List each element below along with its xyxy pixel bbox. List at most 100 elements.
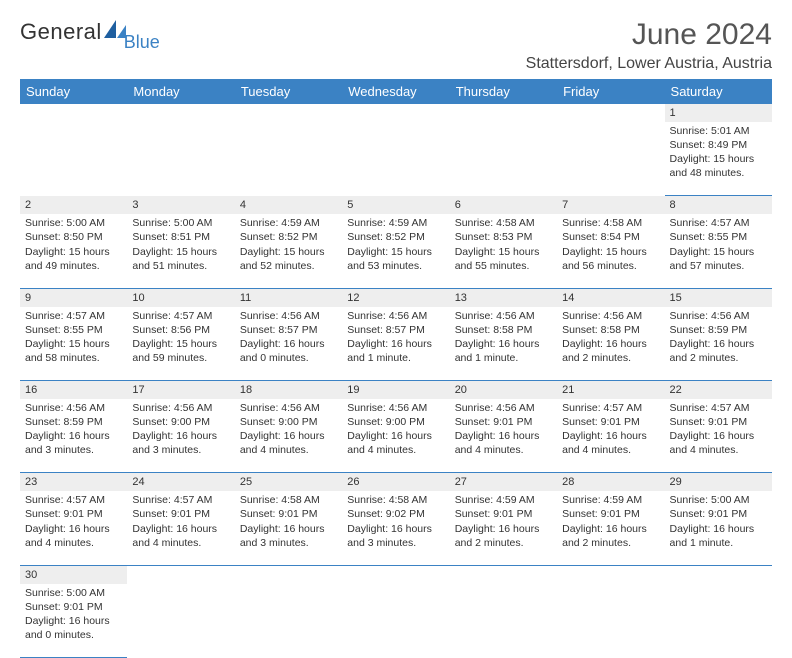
day-number: 15	[665, 288, 772, 306]
day-cell: Sunrise: 4:59 AMSunset: 9:01 PMDaylight:…	[557, 491, 664, 565]
daylight-text: Daylight: 16 hours and 4 minutes.	[455, 429, 552, 457]
sunrise-text: Sunrise: 4:59 AM	[240, 216, 337, 230]
sunrise-text: Sunrise: 4:59 AM	[562, 493, 659, 507]
sunset-text: Sunset: 8:56 PM	[132, 323, 229, 337]
sunrise-text: Sunrise: 4:58 AM	[240, 493, 337, 507]
daylight-text: Daylight: 15 hours and 55 minutes.	[455, 245, 552, 273]
sunset-text: Sunset: 8:52 PM	[347, 230, 444, 244]
day-cell: Sunrise: 4:59 AMSunset: 8:52 PMDaylight:…	[235, 214, 342, 288]
day-number: 22	[665, 381, 772, 399]
day-number	[127, 104, 234, 122]
month-title: June 2024	[526, 18, 772, 52]
sunset-text: Sunset: 8:53 PM	[455, 230, 552, 244]
daylight-text: Daylight: 16 hours and 1 minute.	[455, 337, 552, 365]
sunrise-text: Sunrise: 4:57 AM	[670, 216, 767, 230]
day-cell: Sunrise: 4:56 AMSunset: 8:58 PMDaylight:…	[450, 307, 557, 381]
day-number: 29	[665, 473, 772, 491]
day-number	[342, 565, 449, 583]
logo-text-blue: Blue	[124, 32, 160, 53]
day-cell: Sunrise: 4:56 AMSunset: 9:00 PMDaylight:…	[127, 399, 234, 473]
logo: General Blue	[20, 18, 166, 46]
daylight-text: Daylight: 16 hours and 1 minute.	[670, 522, 767, 550]
day-cell: Sunrise: 4:57 AMSunset: 8:55 PMDaylight:…	[665, 214, 772, 288]
sunset-text: Sunset: 8:52 PM	[240, 230, 337, 244]
day-cell	[235, 122, 342, 196]
sunset-text: Sunset: 8:49 PM	[670, 138, 767, 152]
sunrise-text: Sunrise: 4:57 AM	[25, 493, 122, 507]
sunset-text: Sunset: 8:50 PM	[25, 230, 122, 244]
day-header: Thursday	[450, 79, 557, 104]
sunset-text: Sunset: 9:00 PM	[240, 415, 337, 429]
day-info-row: Sunrise: 4:57 AM Sunset: 8:55 PM Daylight:…	[20, 307, 772, 381]
day-cell: Sunrise: 4:57 AMSunset: 9:01 PMDaylight:…	[127, 491, 234, 565]
sunrise-text: Sunrise: 5:00 AM	[25, 216, 122, 230]
daylight-text: Daylight: 15 hours and 56 minutes.	[562, 245, 659, 273]
sunset-text: Sunset: 8:55 PM	[670, 230, 767, 244]
sunrise-text: Sunrise: 4:56 AM	[240, 309, 337, 323]
day-number: 21	[557, 381, 664, 399]
title-block: June 2024 Stattersdorf, Lower Austria, A…	[526, 18, 772, 73]
day-number	[665, 565, 772, 583]
day-number: 27	[450, 473, 557, 491]
sunrise-text: Sunrise: 4:58 AM	[347, 493, 444, 507]
day-number	[557, 565, 664, 583]
sunset-text: Sunset: 9:01 PM	[562, 415, 659, 429]
sunset-text: Sunset: 9:01 PM	[562, 507, 659, 521]
sunrise-text: Sunrise: 4:58 AM	[455, 216, 552, 230]
sunset-text: Sunset: 9:00 PM	[347, 415, 444, 429]
day-number: 18	[235, 381, 342, 399]
day-number: 10	[127, 288, 234, 306]
daynum-row: 30	[20, 565, 772, 583]
day-number: 14	[557, 288, 664, 306]
sunrise-text: Sunrise: 5:00 AM	[25, 586, 122, 600]
day-number: 6	[450, 196, 557, 214]
day-number	[450, 565, 557, 583]
day-cell	[450, 122, 557, 196]
day-cell: Sunrise: 4:57 AMSunset: 9:01 PMDaylight:…	[20, 491, 127, 565]
daylight-text: Daylight: 16 hours and 0 minutes.	[240, 337, 337, 365]
logo-text-general: General	[20, 19, 102, 45]
sunset-text: Sunset: 8:54 PM	[562, 230, 659, 244]
daylight-text: Daylight: 15 hours and 59 minutes.	[132, 337, 229, 365]
sunset-text: Sunset: 8:55 PM	[25, 323, 122, 337]
daylight-text: Daylight: 16 hours and 2 minutes.	[455, 522, 552, 550]
day-cell: Sunrise: 4:57 AMSunset: 9:01 PMDaylight:…	[557, 399, 664, 473]
day-info-row: Sunrise: 5:00 AMSunset: 8:50 PMDaylight:…	[20, 214, 772, 288]
day-cell	[342, 122, 449, 196]
daynum-row: 1	[20, 104, 772, 122]
day-info-row: Sunrise: 5:01 AMSunset: 8:49 PMDaylight:…	[20, 122, 772, 196]
day-cell: Sunrise: 4:56 AMSunset: 9:01 PMDaylight:…	[450, 399, 557, 473]
day-cell: Sunrise: 4:56 AMSunset: 8:58 PMDaylight:…	[557, 307, 664, 381]
day-header: Monday	[127, 79, 234, 104]
day-number	[557, 104, 664, 122]
day-number: 26	[342, 473, 449, 491]
sunset-text: Sunset: 9:01 PM	[670, 415, 767, 429]
day-number: 1	[665, 104, 772, 122]
daylight-text: Daylight: 15 hours and 49 minutes.	[25, 245, 122, 273]
day-cell	[127, 122, 234, 196]
sunrise-text: Sunrise: 4:57 AM	[132, 309, 229, 323]
sunrise-text: Sunrise: 4:57 AM	[670, 401, 767, 415]
daylight-text: Daylight: 16 hours and 3 minutes.	[347, 522, 444, 550]
day-number: 16	[20, 381, 127, 399]
day-cell: Sunrise: 4:59 AMSunset: 9:01 PMDaylight:…	[450, 491, 557, 565]
day-number: 19	[342, 381, 449, 399]
day-number: 5	[342, 196, 449, 214]
daylight-text: Daylight: 15 hours and 52 minutes.	[240, 245, 337, 273]
daylight-text: Daylight: 16 hours and 3 minutes.	[132, 429, 229, 457]
day-cell	[235, 584, 342, 658]
sunrise-text: Sunrise: 5:01 AM	[670, 124, 767, 138]
daynum-row: 9101112131415	[20, 288, 772, 306]
day-cell	[557, 584, 664, 658]
daylight-text: Daylight: 16 hours and 4 minutes.	[25, 522, 122, 550]
sunset-text: Sunset: 8:57 PM	[240, 323, 337, 337]
day-number: 20	[450, 381, 557, 399]
day-number: 13	[450, 288, 557, 306]
daylight-text: Daylight: 16 hours and 2 minutes.	[562, 337, 659, 365]
day-cell: Sunrise: 4:56 AMSunset: 8:57 PMDaylight:…	[235, 307, 342, 381]
sunrise-text: Sunrise: 4:56 AM	[455, 401, 552, 415]
sunrise-text: Sunrise: 4:57 AM	[562, 401, 659, 415]
daylight-text: Daylight: 16 hours and 2 minutes.	[670, 337, 767, 365]
sunrise-text: Sunrise: 4:56 AM	[562, 309, 659, 323]
daylight-text: Daylight: 15 hours and 51 minutes.	[132, 245, 229, 273]
